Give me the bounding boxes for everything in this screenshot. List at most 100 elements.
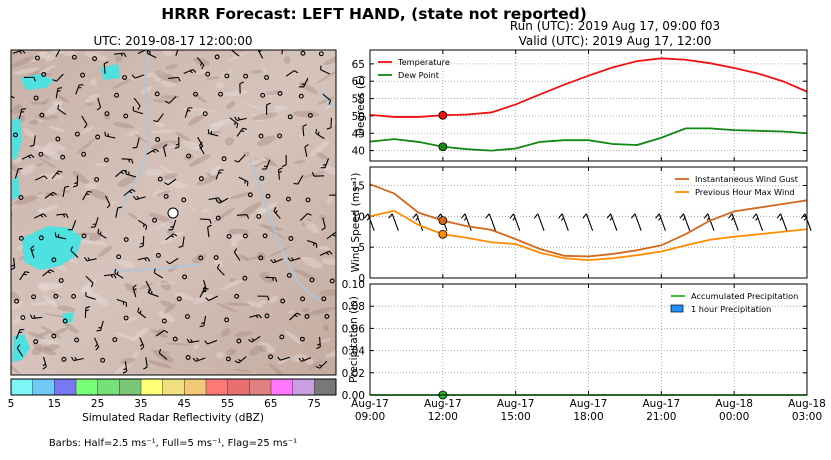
calm-station-marker (62, 318, 68, 324)
map-wind-barb (56, 213, 69, 219)
map-wind-barb (229, 117, 239, 129)
x-axis-ticks: Aug-1709:00Aug-1712:00Aug-1715:00Aug-171… (351, 398, 826, 423)
map-wind-barb (19, 271, 30, 281)
wind-barb (752, 213, 764, 231)
map-wind-barb (230, 50, 240, 57)
map-wind-barb (184, 107, 193, 118)
y-tick-label: 10 (352, 211, 365, 223)
x-tick-label: Aug-18 (788, 398, 826, 410)
calm-station-marker (224, 317, 230, 323)
calm-station-marker (285, 196, 291, 202)
calm-station-marker (234, 293, 240, 299)
calm-station-marker (279, 334, 285, 340)
x-tick-label: 15:00 (501, 411, 531, 423)
calm-station-marker (112, 337, 118, 343)
barb-note: Barbs: Half=2.5 ms⁻¹, Full=5 ms⁻¹, Flag=… (49, 438, 297, 449)
wind-barb (606, 213, 618, 231)
map-wind-barb (104, 131, 116, 139)
calm-station-marker (305, 197, 311, 203)
calm-station-marker (53, 293, 59, 299)
map-wind-barb (16, 344, 24, 357)
colorbar-tick-label: 65 (264, 398, 277, 410)
map-wind-barb (121, 158, 134, 164)
map-wind-barb (44, 191, 57, 199)
calm-station-marker (51, 333, 57, 339)
map-wind-barb (165, 257, 179, 265)
map-wind-barb (158, 348, 168, 360)
map-wind-barb (153, 268, 164, 279)
map-wind-barb (114, 52, 127, 58)
map-wind-barb (81, 115, 88, 129)
wind-barbs-row (363, 213, 812, 231)
map-wind-barb (62, 185, 70, 198)
map-wind-barb (300, 212, 312, 221)
map-wind-barb (55, 87, 63, 99)
calm-station-marker (31, 294, 37, 300)
current-time-marker (438, 216, 448, 226)
calm-station-marker (202, 111, 208, 117)
calm-station-marker (71, 293, 77, 299)
map-wind-barb (97, 228, 107, 239)
map-wind-barb (162, 144, 168, 157)
calm-station-marker (38, 235, 44, 241)
calm-station-marker (18, 195, 24, 200)
current-time-marker (438, 110, 448, 120)
map-wind-barb (175, 50, 180, 56)
map-wind-barb (18, 108, 26, 120)
calm-station-marker (288, 236, 294, 241)
calm-station-marker (181, 197, 187, 203)
legend-entry: Accumulated Precipitation (691, 291, 798, 301)
calm-station-marker (318, 51, 324, 57)
map-wind-barb (168, 219, 177, 231)
map-wind-barb (287, 257, 301, 262)
y-tick-label: 0.04 (342, 346, 366, 358)
site-marker (167, 207, 179, 219)
colorbar-swatch (184, 379, 207, 395)
y-axis-label: Wind Speed (ms⁻¹) (350, 173, 362, 273)
map-wind-barb (139, 337, 145, 350)
map-wind-barb (257, 295, 270, 301)
map-wind-barb (133, 97, 141, 110)
map-wind-barb (215, 169, 224, 180)
wind-barb (363, 213, 375, 231)
timeseries-panel-1: 40 45 50 55 60 65 Degrees (F) Temperature Dew Po… (352, 49, 808, 162)
colorbar-swatch (119, 379, 142, 395)
map-wind-barb (146, 50, 157, 59)
wind-barb (558, 213, 569, 231)
map-wind-barb (115, 206, 123, 218)
legend-entry: Instantaneous Wind Gust (695, 174, 799, 184)
colorbar-swatch (11, 379, 33, 395)
y-tick-label: 0.02 (342, 368, 365, 380)
map-wind-barb (96, 320, 104, 332)
map-wind-barb (84, 256, 97, 262)
calm-station-marker (214, 54, 220, 60)
map-wind-barb (261, 159, 271, 170)
x-tick-label: 09:00 (355, 411, 385, 423)
map-wind-barb (315, 360, 328, 369)
map-title: UTC: 2019-08-17 12:00:00 (93, 34, 252, 48)
calm-station-marker (20, 315, 26, 321)
map-wind-barb (233, 248, 241, 261)
map-wind-barb (51, 170, 63, 180)
colorbar-ticks: 5 15 25 35 45 55 65 75 (8, 398, 321, 410)
calm-station-marker (213, 255, 219, 261)
map-wind-barb (153, 113, 164, 123)
calm-station-marker (304, 314, 310, 319)
calm-station-marker (260, 92, 266, 98)
calm-station-marker (92, 56, 98, 62)
map-wind-barb (234, 154, 246, 163)
radar-map (11, 50, 336, 375)
calm-station-marker (198, 255, 204, 261)
map-wind-barb (82, 190, 92, 201)
calm-station-marker (116, 254, 122, 260)
calm-station-marker (81, 233, 87, 239)
map-wind-barb (114, 268, 124, 279)
map-wind-barb (204, 339, 218, 345)
calm-station-marker (221, 156, 227, 162)
current-time-marker (438, 142, 448, 152)
colorbar-swatch (162, 379, 185, 395)
map-wind-barb (125, 169, 136, 178)
map-wind-barb (85, 292, 96, 300)
map-wind-barb (186, 338, 200, 344)
calm-station-marker (264, 313, 270, 319)
